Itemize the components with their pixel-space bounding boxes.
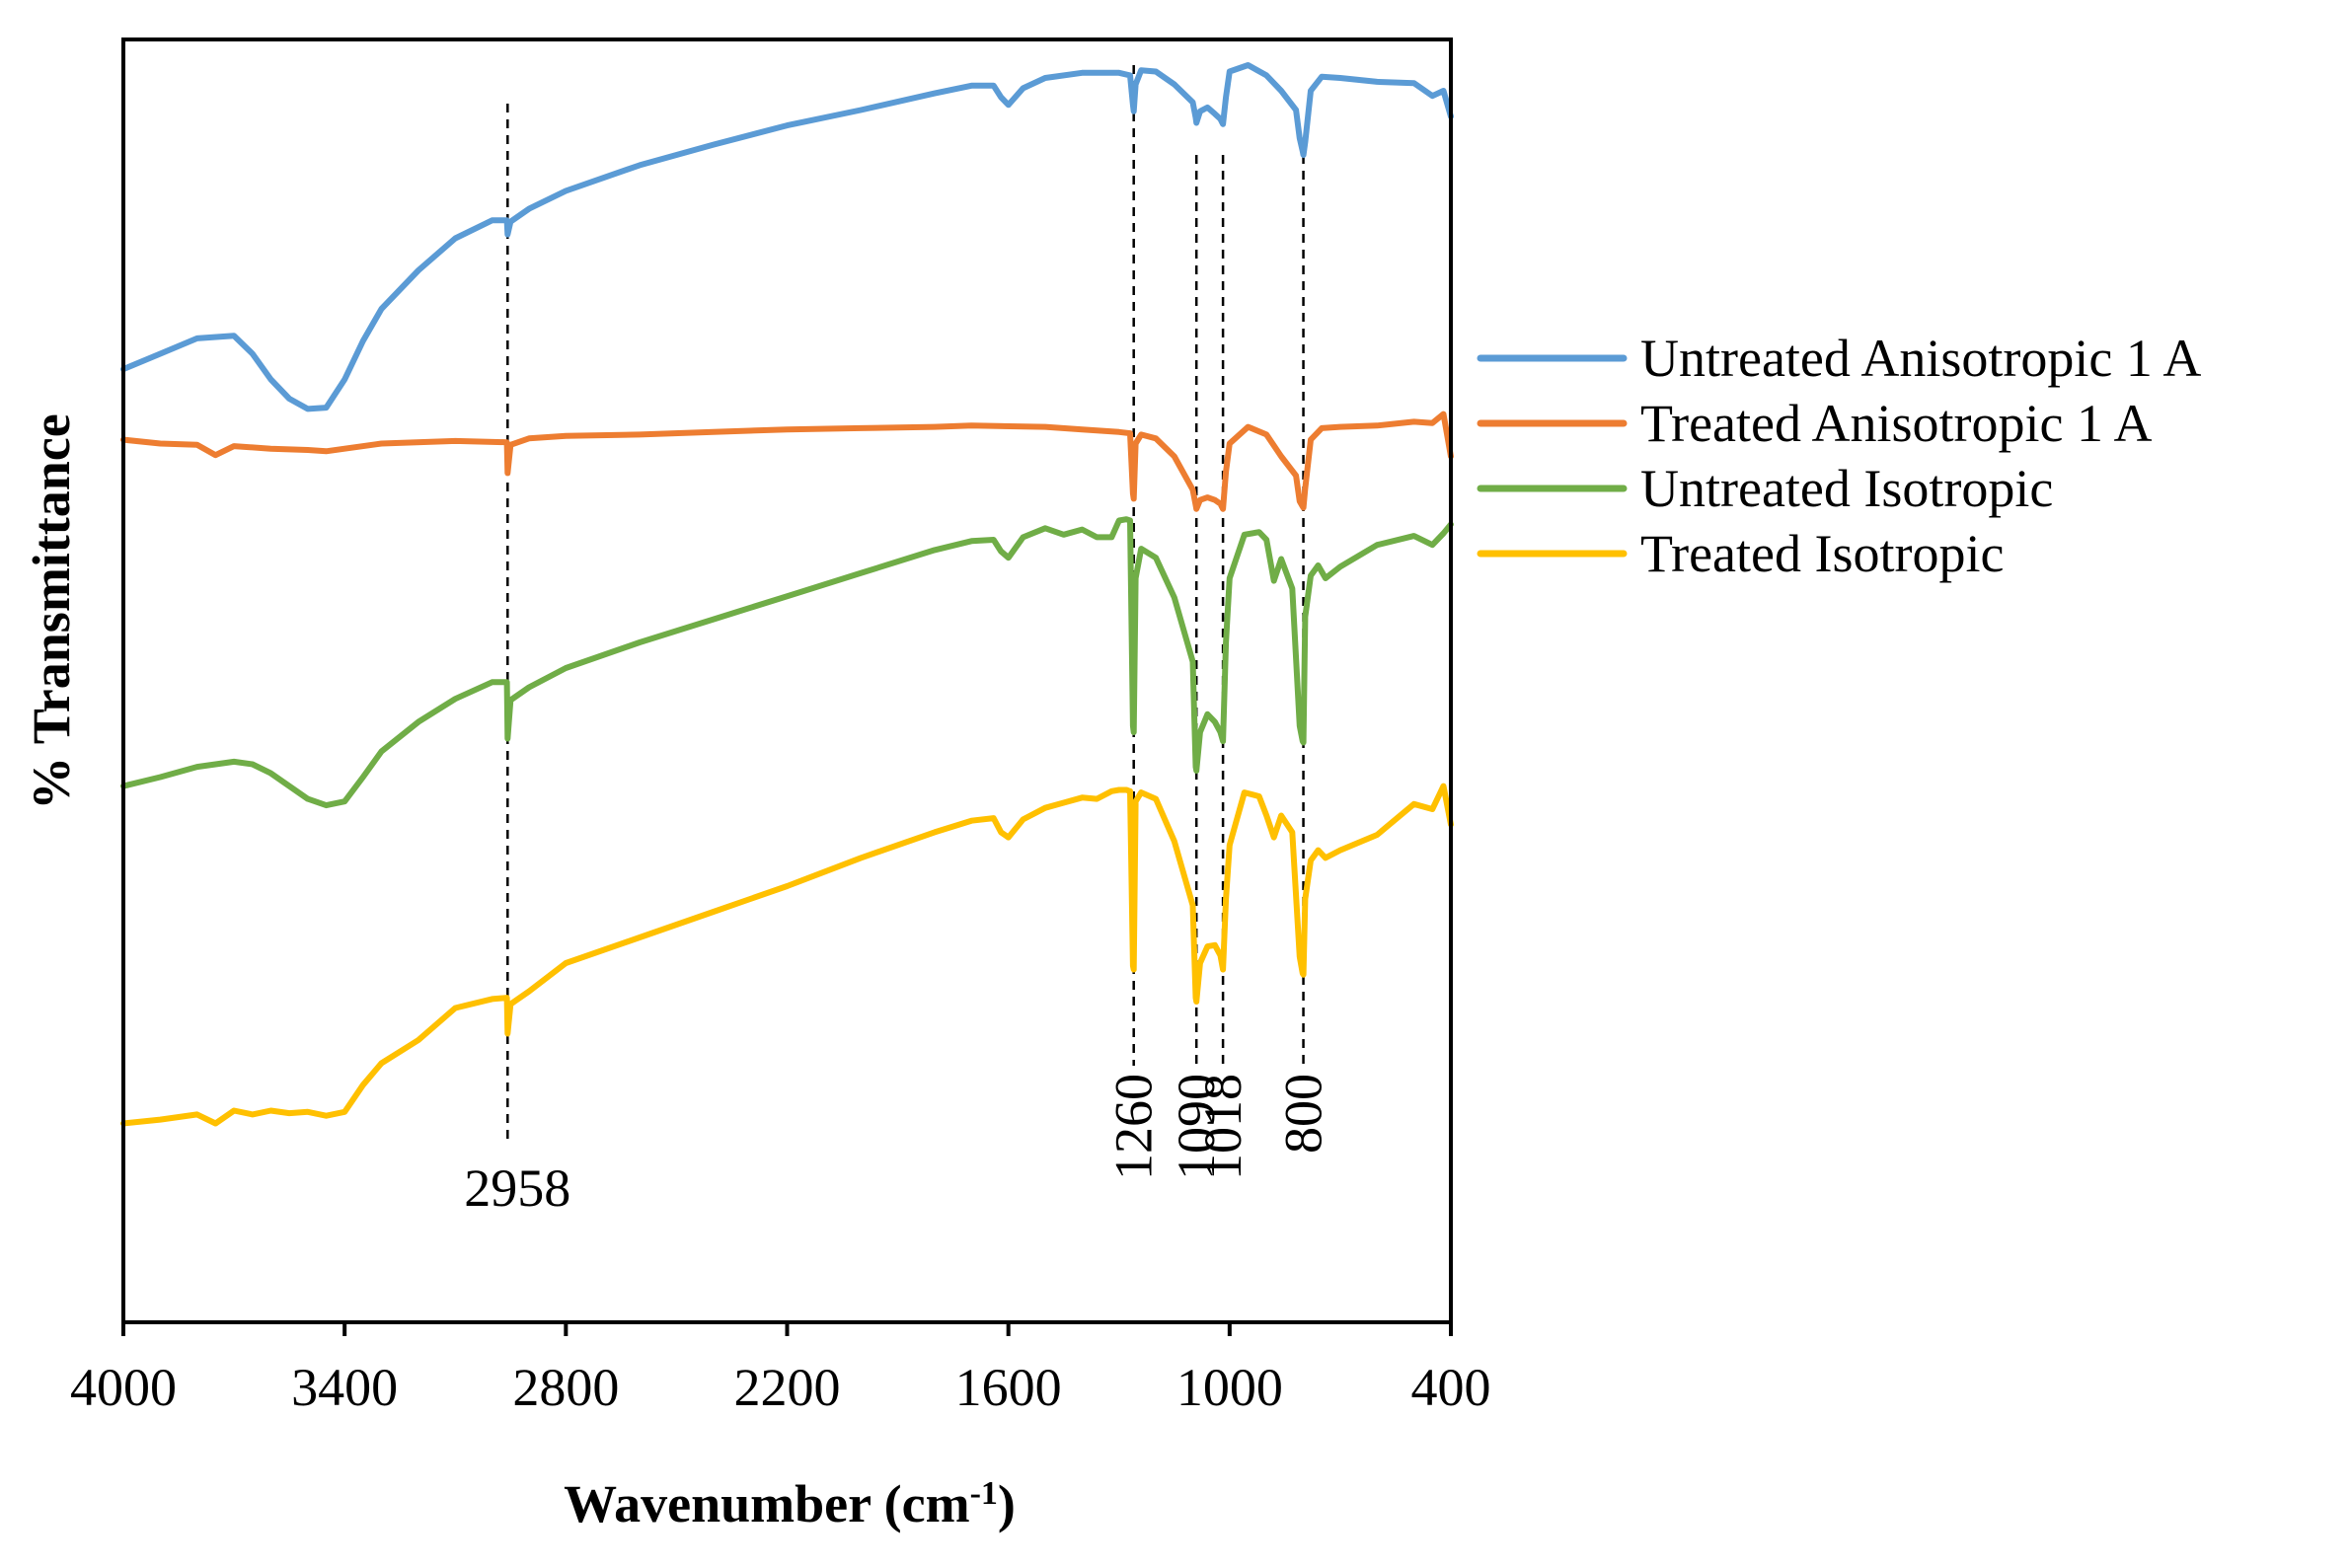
x-tick-label-3400: 3400 — [291, 1358, 398, 1417]
peak-label-1260: 1260 — [1104, 1074, 1164, 1180]
x-axis-title: Wavenumber (cm-1) — [564, 1474, 1016, 1533]
series-line-2 — [120, 411, 1454, 512]
peak-label-800: 800 — [1274, 1074, 1333, 1154]
x-tick-label-1000: 1000 — [1176, 1358, 1283, 1417]
legend-label-3: Untreated Isotropic — [1640, 459, 2053, 518]
peak-label-2958: 2958 — [464, 1158, 570, 1218]
legend-label-2: Treated Anisotropic 1 A — [1640, 394, 2152, 453]
legend-label-1: Untreated Anisotropic 1 A — [1640, 329, 2201, 388]
x-axis-ticks: 4000 3400 2800 2200 1600 1000 400 — [70, 1322, 1491, 1417]
series-layer — [120, 62, 1454, 1127]
peak-label-1090: 1090 — [1167, 1074, 1226, 1180]
x-tick-label-2200: 2200 — [734, 1358, 841, 1417]
series-line-3 — [120, 516, 1454, 809]
series-line-1 — [120, 62, 1454, 412]
x-tick-label-2800: 2800 — [512, 1358, 619, 1417]
x-tick-label-4000: 4000 — [70, 1358, 177, 1417]
legend: Untreated Anisotropic 1 A Treated Anisotr… — [1477, 329, 2201, 583]
x-tick-label-1600: 1600 — [955, 1358, 1062, 1417]
series-line-4 — [120, 783, 1454, 1127]
peak-label-1018: 1018 — [1193, 1074, 1252, 1180]
y-axis-title: % Transmittance — [22, 413, 81, 809]
x-tick-label-400: 400 — [1411, 1358, 1491, 1417]
legend-label-4: Treated Isotropic — [1640, 524, 2004, 583]
